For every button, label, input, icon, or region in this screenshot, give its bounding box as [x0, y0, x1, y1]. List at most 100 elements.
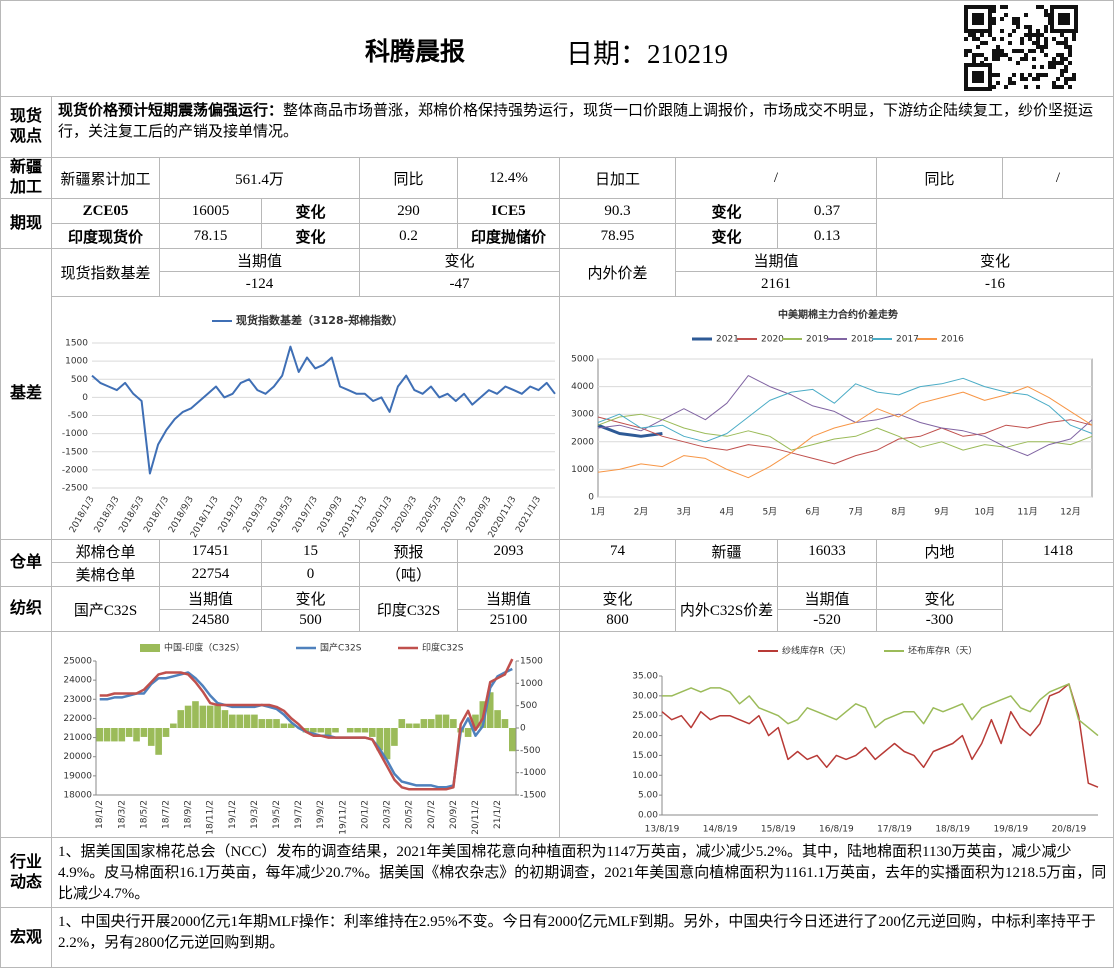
- qr-module: [1052, 81, 1056, 85]
- bar: [383, 728, 391, 760]
- bar: [170, 723, 177, 728]
- bar: [361, 728, 369, 733]
- y2-tick-label: -1000: [520, 768, 546, 778]
- qr-module: [1000, 37, 1004, 41]
- bar: [236, 714, 243, 728]
- qr-module: [1044, 13, 1048, 17]
- qr-module: [1020, 49, 1024, 53]
- qr-module: [1024, 57, 1028, 61]
- qr-module: [992, 49, 996, 53]
- qr-module: [972, 13, 984, 25]
- qr-module: [1004, 5, 1008, 9]
- qr-module: [996, 53, 1000, 57]
- qr-module: [1056, 41, 1060, 45]
- series-line: [662, 683, 1099, 737]
- y-tick-label: 500: [71, 375, 88, 385]
- qr-module: [1016, 21, 1020, 25]
- section-label: 基差: [0, 249, 52, 540]
- qr-module: [992, 57, 996, 61]
- table-cell: 日加工: [560, 158, 676, 199]
- x-tick-label: 20/8/19: [1052, 825, 1087, 835]
- bar: [464, 728, 472, 737]
- spot-view: 现货价格预计短期震荡偏强运行：整体商品市场普涨，郑棉价格保持强势运行，现货一口价…: [52, 97, 1114, 158]
- qr-module: [1024, 13, 1028, 17]
- bar: [96, 728, 103, 742]
- bar: [391, 728, 398, 746]
- legend-label: 2019: [806, 335, 829, 345]
- table-cell: 内外C32S价差: [676, 587, 778, 632]
- table-cell: /: [676, 158, 877, 199]
- qr-module: [984, 41, 988, 45]
- qr-module: [996, 49, 1000, 53]
- y-tick-label: 2000: [571, 437, 594, 447]
- qr-module: [1004, 13, 1008, 17]
- table-cell: 15: [262, 540, 360, 563]
- y-tick-label: 25.00: [632, 711, 658, 721]
- y-tick-label: 25000: [63, 657, 92, 667]
- bar: [324, 728, 332, 737]
- qr-module: [1040, 33, 1044, 37]
- bar: [376, 728, 383, 751]
- qr-module: [1072, 73, 1076, 77]
- y2-tick-label: 0: [520, 724, 526, 734]
- y2-tick-label: 1500: [520, 657, 543, 667]
- qr-module: [1016, 25, 1020, 29]
- bar: [405, 723, 413, 728]
- bar: [501, 719, 509, 728]
- y-tick-label: 24000: [63, 676, 92, 686]
- qr-module: [1036, 45, 1040, 49]
- qr-module: [1024, 77, 1028, 81]
- qr-module: [1040, 73, 1044, 77]
- qr-module: [1012, 49, 1016, 53]
- table-cell: -520: [778, 610, 877, 632]
- legend-label: 2017: [896, 335, 919, 345]
- y-tick-label: 0: [588, 493, 594, 503]
- bar: [147, 728, 155, 746]
- bar: [273, 719, 280, 728]
- y-tick-label: 1500: [65, 339, 88, 349]
- section-label: 纺织: [0, 587, 52, 632]
- y-tick-label: 0: [82, 393, 88, 403]
- spot-lead: 现货价格预计短期震荡偏强运行：: [58, 103, 284, 119]
- qr-module: [996, 73, 1000, 77]
- qr-module: [972, 37, 976, 41]
- y-tick-label: 10.00: [632, 771, 658, 781]
- y2-tick-label: -1500: [520, 791, 546, 801]
- empty-cell: [676, 563, 778, 587]
- qr-module: [1044, 25, 1048, 29]
- qr-module: [1008, 77, 1012, 81]
- qr-module: [1056, 85, 1060, 89]
- x-tick-label: 6月: [805, 507, 820, 518]
- table-cell: 当期值: [160, 587, 262, 610]
- bar: [494, 710, 501, 728]
- table-cell: 美棉仓单: [52, 563, 160, 587]
- qr-module: [996, 81, 1000, 85]
- qr-module: [1036, 85, 1040, 89]
- series-line: [99, 658, 514, 791]
- qr-module: [1040, 5, 1044, 9]
- x-tick-label: 10月: [974, 507, 994, 518]
- qr-module: [1000, 29, 1004, 33]
- qr-module: [1060, 41, 1064, 45]
- bar: [133, 728, 140, 742]
- qr-module: [1060, 61, 1064, 65]
- table-cell: 0: [262, 563, 360, 587]
- x-tick-label: 11月: [1017, 507, 1037, 518]
- qr-module: [1008, 81, 1012, 85]
- bar: [162, 728, 170, 737]
- y2-tick-label: -500: [520, 746, 541, 756]
- table-cell: 16033: [778, 540, 877, 563]
- qr-module: [984, 57, 988, 61]
- table-cell: 2093: [458, 540, 560, 563]
- qr-module: [1032, 41, 1036, 45]
- x-tick-label: 15/8/19: [761, 825, 796, 835]
- qr-module: [992, 85, 996, 89]
- qr-module: [1028, 49, 1032, 53]
- qr-module: [1008, 33, 1012, 37]
- table-cell: 郑棉仓单: [52, 540, 160, 563]
- x-tick-label: 18/11/2: [206, 800, 216, 835]
- table-cell: 当期值: [160, 249, 360, 272]
- legend-label: 国产C32S: [320, 642, 362, 654]
- table-cell: 74: [560, 540, 676, 563]
